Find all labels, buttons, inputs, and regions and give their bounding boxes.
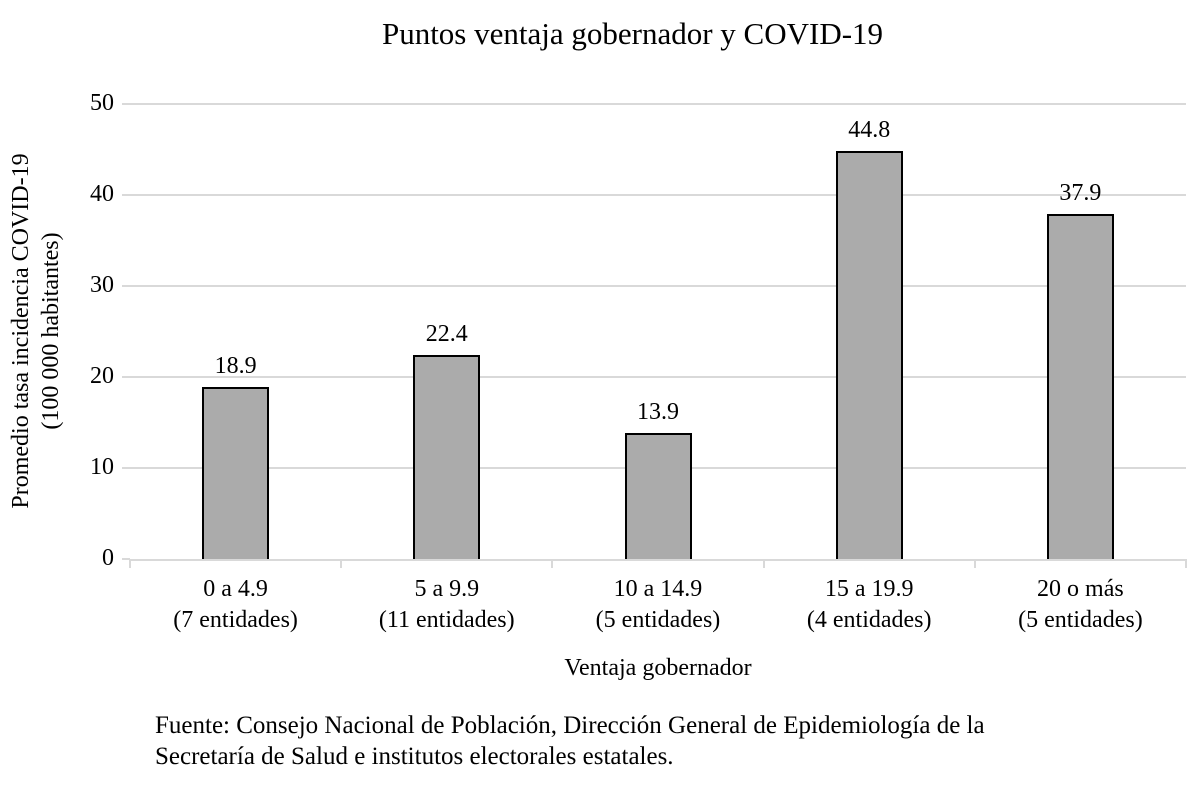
bar-15-a-19-9 [835, 151, 903, 559]
gridline-30 [130, 285, 1186, 287]
y-tick-label-40: 40 [90, 181, 114, 207]
y-tick-mark-20 [122, 376, 130, 378]
plot-area: 18.9 22.4 13.9 44.8 37.9 [130, 103, 1186, 559]
y-tick-label-0: 0 [102, 545, 114, 571]
y-tick-mark-40 [122, 194, 130, 196]
x-category-label-5-a-9-9: 5 a 9.9 (11 entidades) [378, 576, 515, 633]
bar-10-a-14-9 [624, 432, 692, 559]
x-category-label-10-a-14-9: 10 a 14.9 (5 entidades) [595, 576, 721, 633]
bar-value-label-0-a-4-9: 18.9 [214, 353, 257, 380]
bar-0-a-4-9 [202, 387, 270, 559]
y-axis-title-line1: Promedio tasa incidencia COVID-19 [8, 153, 34, 509]
y-tick-mark-10 [122, 467, 130, 469]
x-category-label-15-a-19-9: 15 a 19.9 (4 entidades) [806, 576, 932, 633]
x-category-label-20-o-m-s: 20 o más (5 entidades) [1018, 576, 1143, 633]
gridline-50 [130, 103, 1186, 105]
bar-value-label-20-o-m-s: 37.9 [1059, 180, 1102, 207]
y-tick-label-10: 10 [90, 454, 114, 480]
bar-20-o-m-s [1046, 214, 1114, 559]
y-tick-mark-0 [122, 558, 130, 560]
x-tick-mark-2 [551, 559, 554, 568]
gridline-40 [130, 194, 1186, 196]
bar-value-label-15-a-19-9: 44.8 [848, 117, 891, 144]
chart-title: Puntos ventaja gobernador y COVID-19 [381, 16, 884, 51]
bar-value-label-10-a-14-9: 13.9 [637, 398, 679, 425]
x-tick-mark-0 [129, 559, 131, 568]
y-tick-label-50: 50 [90, 90, 114, 116]
bar-5-a-9-9 [413, 355, 481, 559]
y-tick-mark-30 [122, 285, 130, 287]
y-tick-mark-50 [122, 103, 130, 105]
x-tick-mark-3 [762, 559, 765, 568]
gridline-20 [130, 376, 1186, 378]
bar-value-label-5-a-9-9: 22.4 [425, 321, 468, 348]
x-axis-title: Ventaja gobernador [564, 655, 752, 681]
source-note: Fuente: Consejo Nacional de Población, D… [155, 712, 985, 770]
x-tick-mark-1 [340, 559, 343, 568]
y-tick-label-30: 30 [90, 272, 114, 298]
x-tick-mark-4 [973, 559, 976, 568]
x-tick-mark-5 [1185, 559, 1187, 568]
x-category-label-0-a-4-9: 0 a 4.9 (7 entidades) [173, 576, 298, 633]
y-tick-label-20: 20 [90, 363, 114, 389]
x-axis-line [130, 559, 1186, 561]
